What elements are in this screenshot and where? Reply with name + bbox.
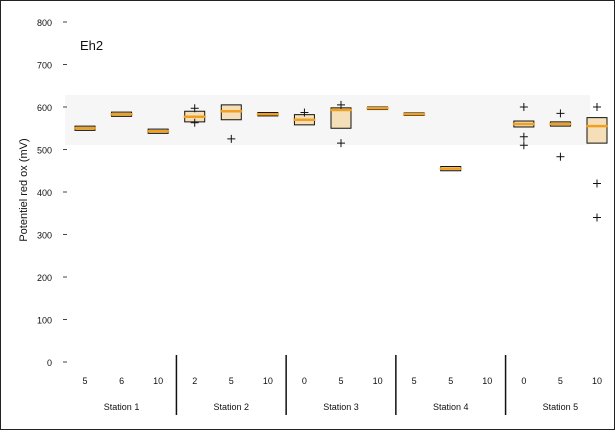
x-station-label: Station 2 bbox=[214, 402, 250, 412]
y-tick-label: 700 bbox=[37, 61, 52, 71]
x-depth-label: 2 bbox=[192, 376, 197, 386]
x-depth-label: 10 bbox=[153, 376, 163, 386]
x-depth-label: 10 bbox=[263, 376, 273, 386]
y-tick-label: 800 bbox=[37, 18, 52, 28]
x-station-label: Station 3 bbox=[323, 402, 359, 412]
box-plot-item bbox=[586, 103, 608, 222]
box-body bbox=[586, 117, 608, 144]
x-depth-label: 5 bbox=[229, 376, 234, 386]
x-depth-label: 5 bbox=[448, 376, 453, 386]
y-tick-label: 500 bbox=[37, 146, 52, 156]
y-tick-label: 400 bbox=[37, 188, 52, 198]
x-depth-label: 0 bbox=[521, 376, 526, 386]
x-station-label: Station 4 bbox=[433, 402, 469, 412]
box-plot-item bbox=[256, 112, 279, 117]
x-depth-label: 6 bbox=[119, 376, 124, 386]
box-plot-item bbox=[330, 100, 352, 148]
x-depth-label: 5 bbox=[558, 376, 563, 386]
x-depth-label: 5 bbox=[412, 376, 417, 386]
y-tick-label: 600 bbox=[37, 103, 52, 113]
y-axis-label: Potentiel red ox (mV) bbox=[18, 138, 30, 241]
box-plot-item bbox=[147, 128, 170, 134]
x-depth-label: 10 bbox=[373, 376, 383, 386]
y-tick-label: 200 bbox=[37, 273, 52, 283]
x-axis-depth-labels: 5 6 10 2 5 10 0 5 10 5 5 10 0 5 10 bbox=[82, 376, 602, 386]
box-plot-item bbox=[403, 112, 426, 116]
x-depth-label: 0 bbox=[302, 376, 307, 386]
x-station-label: Station 1 bbox=[104, 402, 140, 412]
y-axis-ticks: 0 100 200 300 400 500 600 700 800 bbox=[37, 18, 67, 368]
y-tick-label: 300 bbox=[37, 231, 52, 241]
box-plot-item bbox=[512, 103, 535, 150]
box-plot-item bbox=[183, 104, 206, 127]
box-plot-item bbox=[293, 108, 316, 126]
x-station-label: Station 5 bbox=[543, 402, 579, 412]
x-axis-station-labels: Station 1 Station 2 Station 3 Station 4 Stat… bbox=[104, 402, 578, 412]
x-depth-label: 10 bbox=[592, 376, 602, 386]
box-plot-item bbox=[220, 104, 243, 143]
boxes bbox=[74, 100, 608, 222]
box-plot-item bbox=[74, 125, 96, 131]
box-plot-item bbox=[439, 166, 462, 172]
y-tick-label: 0 bbox=[47, 358, 52, 368]
box-plot-item bbox=[549, 109, 572, 161]
x-depth-label: 5 bbox=[82, 376, 87, 386]
highlight-band bbox=[65, 95, 590, 145]
y-tick-label: 100 bbox=[37, 316, 52, 326]
box-plot-item bbox=[366, 106, 389, 111]
chart-title: Eh2 bbox=[80, 38, 103, 53]
x-depth-label: 5 bbox=[338, 376, 343, 386]
station-separators bbox=[175, 355, 507, 415]
x-depth-label: 10 bbox=[482, 376, 492, 386]
box-plot-item bbox=[110, 111, 133, 117]
